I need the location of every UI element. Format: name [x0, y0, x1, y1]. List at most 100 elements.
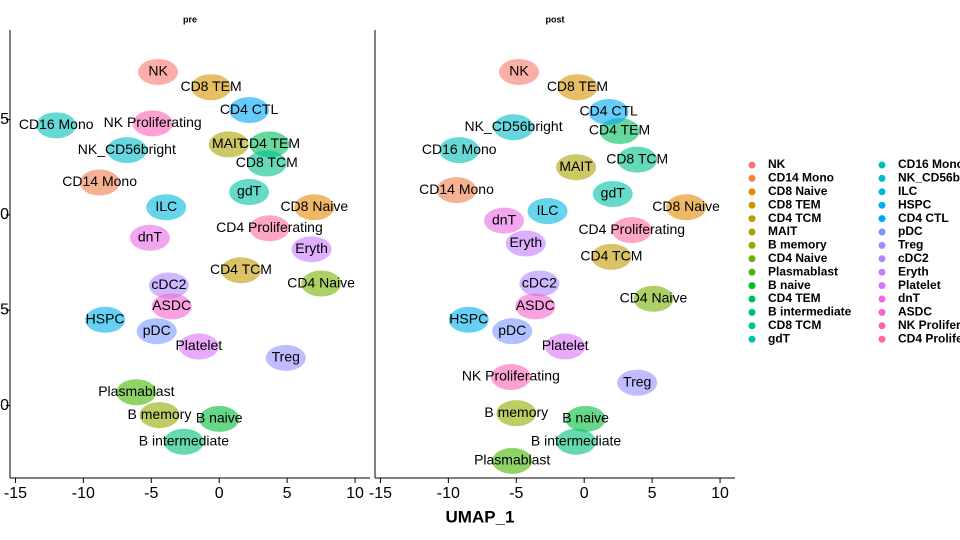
cluster — [136, 318, 177, 345]
legend-label: Plasmablast — [768, 264, 838, 278]
legend-label: NK Proliferating — [898, 318, 960, 332]
legend-label: CD4 CTL — [898, 211, 949, 225]
cluster — [484, 207, 525, 234]
cluster — [246, 150, 287, 177]
cluster-label: CD14 Mono — [62, 173, 137, 189]
legend-label: CD14 Mono — [768, 171, 834, 185]
x-tick-label: -15 — [4, 485, 27, 502]
legend-swatch — [748, 308, 756, 316]
x-tick-label: 5 — [648, 485, 657, 502]
cluster — [545, 333, 586, 360]
cluster-label: ASDC — [152, 297, 191, 313]
cluster — [151, 293, 192, 320]
cluster-label: Plasmablast — [98, 383, 174, 399]
legend-label: ASDC — [898, 305, 932, 319]
cluster-label: HSPC — [449, 310, 488, 326]
cluster-label: CD8 TEM — [180, 78, 241, 94]
cluster — [611, 217, 652, 244]
legend-swatch — [878, 295, 886, 303]
cluster-label: Eryth — [295, 240, 328, 256]
legend-swatch — [748, 322, 756, 330]
cluster-label: Treg — [623, 373, 651, 389]
cluster-label: B naive — [196, 410, 243, 426]
cluster-label: ILC — [537, 202, 559, 218]
legend-label: Treg — [898, 238, 923, 252]
legend-label: CD4 Proliferating — [898, 331, 960, 345]
cluster-label: Platelet — [542, 337, 589, 353]
x-axis-label: UMAP_1 — [446, 507, 515, 526]
legend-swatch — [748, 282, 756, 290]
cluster — [79, 169, 120, 196]
cluster-label: CD4 CTL — [220, 101, 279, 117]
cluster-label: NK_CD56bright — [78, 141, 176, 157]
legend-label: cDC2 — [898, 251, 929, 265]
cluster-label: Platelet — [175, 337, 222, 353]
cluster — [249, 215, 290, 242]
legend-swatch — [878, 228, 886, 236]
cluster-label: cDC2 — [151, 276, 186, 292]
cluster-label: CD4 Naive — [620, 290, 688, 306]
legend-swatch — [748, 295, 756, 303]
cluster-label: dnT — [138, 228, 163, 244]
cluster — [556, 154, 597, 181]
cluster-label: Eryth — [509, 234, 542, 250]
cluster-label: B intermediate — [139, 432, 229, 448]
panel-title: pre — [183, 14, 197, 24]
legend-label: ILC — [898, 184, 918, 198]
cluster-label: CD16 Mono — [19, 116, 94, 132]
y-tick-label: -5 — [0, 301, 9, 318]
legend-label: NK — [768, 157, 786, 171]
legend-swatch — [748, 228, 756, 236]
legend-label: gdT — [768, 331, 791, 345]
x-tick-label: 10 — [711, 485, 729, 502]
y-tick-label: 5 — [0, 111, 9, 128]
legend-swatch — [748, 241, 756, 249]
cluster — [515, 293, 556, 320]
legend-swatch — [748, 335, 756, 343]
cluster-label: Treg — [272, 349, 300, 365]
cluster-label: HSPC — [86, 310, 125, 326]
legend-swatch — [878, 188, 886, 196]
cluster — [557, 74, 598, 101]
cluster — [519, 270, 560, 297]
legend-swatch — [748, 188, 756, 196]
cluster-label: gdT — [237, 183, 262, 199]
cluster — [208, 131, 249, 158]
cluster — [592, 180, 633, 207]
x-tick-label: -5 — [509, 485, 523, 502]
legend-label: CD4 TCM — [768, 211, 821, 225]
legend-swatch — [878, 335, 886, 343]
cluster — [499, 58, 539, 85]
cluster-label: CD8 TCM — [606, 150, 668, 166]
legend-swatch — [748, 268, 756, 276]
cluster-label: B memory — [128, 406, 192, 422]
cluster — [439, 137, 480, 164]
cluster-label: MAIT — [559, 158, 593, 174]
cluster — [448, 306, 489, 333]
legend-label: B intermediate — [768, 305, 852, 319]
cluster-label: B intermediate — [531, 432, 621, 448]
cluster — [492, 318, 533, 345]
cluster-label: NK — [148, 63, 168, 79]
cluster-label: CD8 Naive — [280, 198, 348, 214]
legend-swatch — [878, 255, 886, 263]
cluster-label: CD4 TEM — [239, 135, 300, 151]
legend-label: CD8 TEM — [768, 197, 821, 211]
cluster-label: CD4 CTL — [579, 103, 638, 119]
legend-label: B naive — [768, 278, 811, 292]
cluster-label: Plasmablast — [474, 452, 550, 468]
legend-label: B memory — [768, 238, 827, 252]
x-tick-label: 10 — [346, 485, 364, 502]
cluster — [138, 58, 179, 85]
cluster-label: CD8 TCM — [236, 154, 298, 170]
x-tick-label: 0 — [580, 485, 589, 502]
cluster — [505, 230, 546, 257]
legend-swatch — [748, 201, 756, 209]
cluster — [191, 74, 232, 101]
cluster-label: CD4 TCM — [580, 248, 642, 264]
legend-swatch — [748, 255, 756, 263]
legend-label: CD8 TCM — [768, 318, 821, 332]
cluster — [294, 194, 335, 221]
cluster-label: dnT — [492, 211, 517, 227]
